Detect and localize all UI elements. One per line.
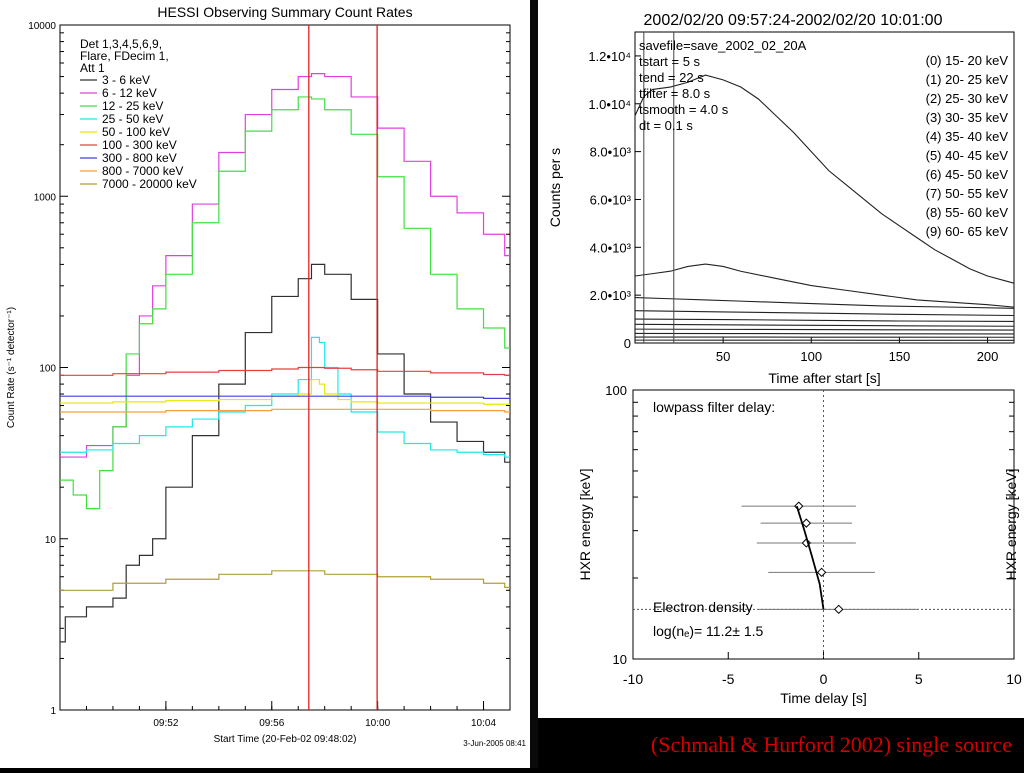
counts-and-delay-charts: 2002/02/20 09:57:24-2002/02/20 10:01:00 0… — [538, 0, 1024, 718]
chart-title: 2002/02/20 09:57:24-2002/02/20 10:01:00 — [644, 12, 943, 29]
legend-entry: (7) 50- 55 keV — [926, 186, 1009, 201]
energy-band-line — [635, 329, 1014, 330]
x-tick-label: 10:04 — [471, 718, 496, 729]
fit-curve — [797, 506, 824, 609]
legend-entry: 12 - 25 keV — [102, 99, 163, 113]
legend-entry: (0) 15- 20 keV — [926, 53, 1009, 68]
x-tick-label: 100 — [800, 349, 822, 364]
series-line — [60, 368, 510, 376]
legend-entry: 7000 - 20000 keV — [102, 177, 197, 191]
y-tick-label: 1.2•10⁴ — [588, 49, 631, 64]
x-axis-label: Start Time (20-Feb-02 09:48:02) — [214, 734, 357, 745]
legend-entry: 6 - 12 keV — [102, 86, 157, 100]
series-line — [60, 396, 510, 398]
series-line — [60, 409, 510, 412]
energy-band-line — [635, 319, 1014, 321]
y-tick-label: 1000 — [34, 192, 57, 203]
info-text-line: tend = 22 s — [639, 70, 704, 85]
legend-entry: (3) 30- 35 keV — [926, 110, 1009, 125]
info-text-line: tfilter = 8.0 s — [639, 86, 711, 101]
x-tick-label: 200 — [977, 349, 999, 364]
data-point — [795, 502, 803, 510]
y-tick-label: 10 — [45, 535, 57, 546]
slide-caption: (Schmahl & Hurford 2002) single source — [538, 722, 1024, 768]
background-strip — [530, 0, 538, 768]
legend-entry: 50 - 100 keV — [102, 125, 170, 139]
x-tick-label: -10 — [623, 671, 643, 687]
legend-entry: (2) 25- 30 keV — [926, 91, 1009, 106]
data-point — [835, 605, 843, 613]
legend-entry: 25 - 50 keV — [102, 112, 163, 126]
info-text-line: dt = 0.1 s — [639, 118, 693, 133]
y-tick-label: 10000 — [28, 21, 56, 32]
legend-entry: 3 - 6 keV — [102, 73, 150, 87]
y-tick-label: 10 — [613, 652, 627, 667]
x-tick-label: 10 — [1006, 671, 1022, 687]
legend-entry: (4) 35- 40 keV — [926, 129, 1009, 144]
x-tick-label: 50 — [716, 349, 730, 364]
y-tick-label: 1 — [50, 706, 56, 717]
series-line — [60, 380, 510, 405]
x-tick-label: 10:00 — [365, 718, 390, 729]
legend-entry: (6) 45- 50 keV — [926, 167, 1009, 182]
y-axis-label: Counts per s — [547, 148, 563, 227]
hessi-count-rates-chart: HESSI Observing Summary Count Rates 1 10 10… — [0, 0, 530, 768]
y-tick-label: 100 — [39, 364, 56, 375]
right-chart-panel: 2002/02/20 09:57:24-2002/02/20 10:01:00 0… — [538, 0, 1024, 718]
x-tick-label: 0 — [820, 671, 828, 687]
series-line — [60, 571, 510, 591]
y-tick-label: 6.0•10³ — [590, 192, 632, 207]
y-axis-label-right: HXR energy [keV] — [1003, 468, 1019, 580]
y-tick-label: 100 — [605, 383, 627, 398]
chart-title: HESSI Observing Summary Count Rates — [157, 4, 412, 20]
x-axis-label: Time after start [s] — [768, 370, 880, 386]
footer-date: 3-Jun-2005 08:41 — [463, 739, 526, 748]
y-axis-label: Count Rate (s⁻¹ detector⁻¹) — [6, 307, 17, 428]
x-tick-label: -5 — [722, 671, 735, 687]
energy-band-line — [635, 264, 1014, 307]
legend-entry: (9) 60- 65 keV — [926, 224, 1009, 239]
x-tick-label: 09:52 — [153, 718, 178, 729]
left-chart-panel: HESSI Observing Summary Count Rates 1 10 10… — [0, 0, 530, 768]
info-text-line: tsmooth = 4.0 s — [639, 102, 729, 117]
annotation-line: log(nₑ)= 11.2± 1.5 — [653, 623, 764, 639]
legend-entry: 300 - 800 keV — [102, 151, 177, 165]
legend-entry: (8) 55- 60 keV — [926, 205, 1009, 220]
annotation-line: Electron density — [653, 599, 753, 615]
panel-title: lowpass filter delay: — [653, 399, 775, 415]
x-tick-label: 09:56 — [259, 718, 284, 729]
y-tick-label: 4.0•10³ — [590, 240, 632, 255]
y-tick-label: 8.0•10³ — [590, 145, 632, 160]
x-tick-label: 5 — [915, 671, 923, 687]
legend-entry: 800 - 7000 keV — [102, 164, 183, 178]
data-point — [818, 568, 826, 576]
x-tick-label: 150 — [889, 349, 911, 364]
info-text-line: tstart = 5 s — [639, 54, 701, 69]
legend-entry: (5) 40- 45 keV — [926, 148, 1009, 163]
legend-entry: 100 - 300 keV — [102, 138, 177, 152]
info-text-line: savefile=save_2002_02_20A — [639, 38, 807, 53]
y-tick-label: 0 — [624, 336, 631, 351]
y-tick-label: 2.0•10³ — [590, 288, 632, 303]
x-axis-label: Time delay [s] — [780, 690, 867, 706]
y-axis-label: HXR energy [keV] — [577, 468, 593, 580]
energy-band-line — [635, 324, 1014, 326]
energy-band-line — [635, 311, 1014, 316]
y-tick-label: 1.0•10⁴ — [588, 97, 631, 112]
series-line — [60, 264, 510, 641]
legend-entry: (1) 20- 25 keV — [926, 72, 1009, 87]
